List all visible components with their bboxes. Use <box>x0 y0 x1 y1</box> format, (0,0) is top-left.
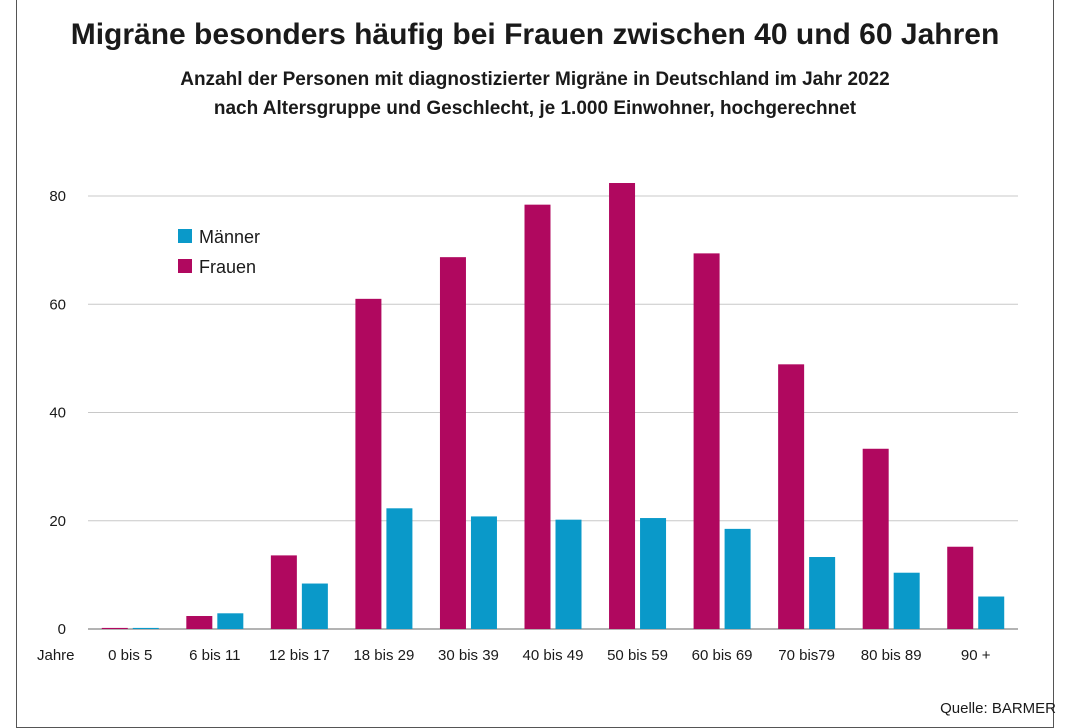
x-tick-label: 12 bis 17 <box>269 647 330 664</box>
bar-frauen-5 <box>439 257 466 629</box>
bar-frauen-9 <box>778 364 805 629</box>
x-tick-label: 30 bis 39 <box>438 647 499 664</box>
legend-swatch-frauen <box>178 259 192 273</box>
bar-frauen-7 <box>609 183 636 629</box>
x-tick-label: 80 bis 89 <box>861 647 922 664</box>
x-tick-label: 90 + <box>961 647 991 664</box>
bar-maenner-3 <box>301 583 328 629</box>
legend-swatch-maenner <box>178 229 192 243</box>
x-axis-label: Jahre <box>37 647 75 664</box>
y-tick-label: 40 <box>49 405 66 422</box>
x-tick-label: 18 bis 29 <box>353 647 414 664</box>
chart-subtitle-line-2: nach Altersgruppe und Geschlecht, je 1.0… <box>213 98 857 119</box>
x-tick-label: 6 bis 11 <box>189 647 240 664</box>
source-note: Quelle: BARMER <box>940 700 1056 717</box>
chart-title: Migräne besonders häufig bei Frauen zwis… <box>70 18 1000 51</box>
legend-label-maenner: Männer <box>199 227 260 247</box>
bar-frauen-8 <box>693 253 720 629</box>
y-tick-label: 20 <box>49 513 66 530</box>
bar-maenner-10 <box>893 572 920 629</box>
bar-maenner-11 <box>978 596 1005 629</box>
x-tick-label: 40 bis 49 <box>523 647 584 664</box>
x-tick-label: 60 bis 69 <box>692 647 753 664</box>
legend-label-frauen: Frauen <box>199 257 256 277</box>
y-tick-label: 60 <box>49 296 66 313</box>
x-tick-label: 70 bis79 <box>778 647 835 664</box>
x-tick-label: 0 bis 5 <box>108 647 152 664</box>
bar-maenner-6 <box>555 519 582 629</box>
bar-frauen-10 <box>862 448 889 629</box>
bar-maenner-9 <box>809 557 836 629</box>
x-tick-label: 50 bis 59 <box>607 647 668 664</box>
bar-frauen-6 <box>524 204 551 629</box>
bar-frauen-11 <box>947 546 974 629</box>
bar-maenner-1 <box>132 627 159 629</box>
bar-maenner-7 <box>640 518 667 629</box>
bar-maenner-4 <box>386 508 413 629</box>
bar-frauen-4 <box>355 298 382 629</box>
bar-maenner-2 <box>217 613 244 629</box>
y-tick-label: 0 <box>58 621 66 638</box>
bar-maenner-8 <box>724 528 751 629</box>
bar-frauen-3 <box>270 555 297 629</box>
y-tick-label: 80 <box>49 188 66 205</box>
bar-frauen-2 <box>186 616 213 629</box>
bar-frauen-1 <box>101 627 128 629</box>
chart-subtitle-line-1: Anzahl der Personen mit diagnostizierter… <box>180 69 890 90</box>
bar-maenner-5 <box>470 516 497 629</box>
